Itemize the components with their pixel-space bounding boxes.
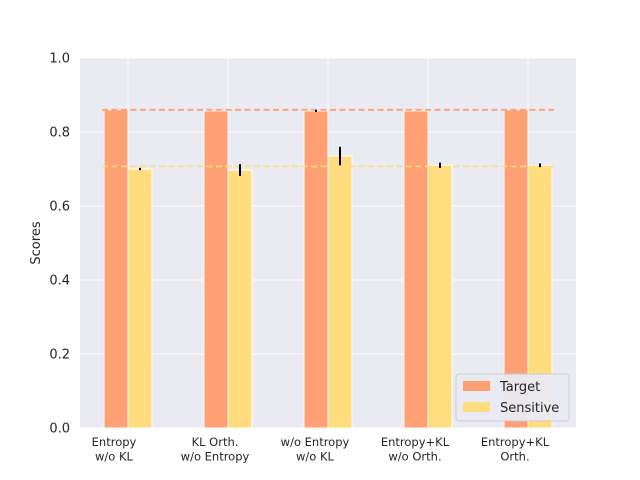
bar-target-1 xyxy=(203,110,229,429)
x-tick-label: w/o KL xyxy=(296,450,335,464)
x-tick-label: Orth. xyxy=(500,450,529,464)
x-tick-label: Entropy+KL xyxy=(381,435,450,449)
x-tick-label: KL Orth. xyxy=(192,435,239,449)
y-tick-label: 0.4 xyxy=(49,274,70,289)
bar-sensitive-1 xyxy=(227,169,253,429)
bar-sensitive-2 xyxy=(327,155,353,429)
bar-sensitive-0 xyxy=(127,168,153,429)
x-tick-label: Entropy xyxy=(92,435,137,449)
y-tick-label: 0.0 xyxy=(49,422,70,437)
bar-sensitive-3 xyxy=(427,164,453,429)
y-tick-label: 0.8 xyxy=(49,126,70,141)
bar-target-0 xyxy=(103,109,129,429)
bar-target-2 xyxy=(303,110,329,429)
legend-swatch-sensitive xyxy=(463,402,490,412)
legend-label-target: Target xyxy=(499,380,540,395)
legend-swatch-target xyxy=(463,381,490,391)
y-tick-label: 1.0 xyxy=(49,52,70,67)
x-tick-label: w/o Orth. xyxy=(388,450,441,464)
y-tick-label: 0.2 xyxy=(49,348,70,363)
legend-label-sensitive: Sensitive xyxy=(500,401,559,416)
bar-target-3 xyxy=(403,110,429,429)
x-tick-label: w/o Entropy xyxy=(281,435,350,449)
y-axis-title: Scores xyxy=(29,221,44,264)
x-tick-label: w/o KL xyxy=(95,450,134,464)
x-tick-label: Entropy+KL xyxy=(481,435,550,449)
x-tick-label: w/o Entropy xyxy=(181,450,250,464)
y-tick-label: 0.6 xyxy=(49,200,70,215)
